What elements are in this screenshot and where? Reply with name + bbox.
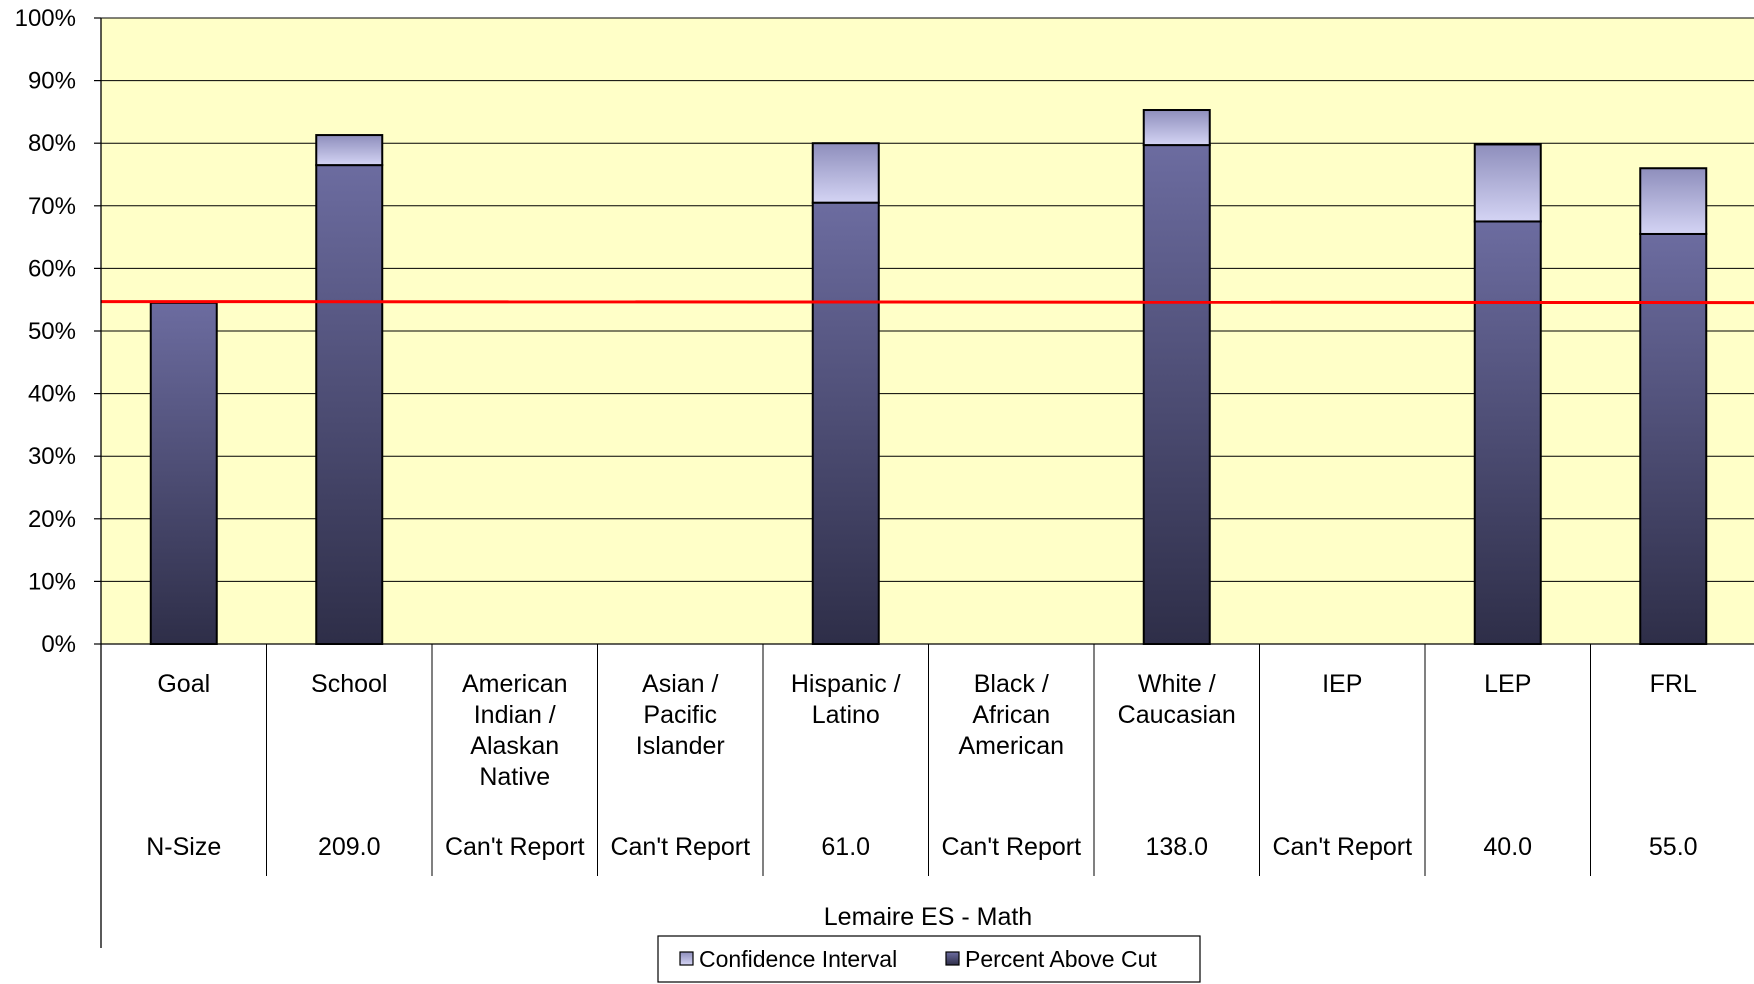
bar-percent-above-cut <box>315 164 384 646</box>
y-tick-label: 10% <box>28 568 76 595</box>
y-tick-labels: 0% 10% 20% 30% 40% 50% 60% 70% 80% 90% 100% <box>15 5 76 658</box>
x-category-label-line: Asian / <box>642 670 718 698</box>
bar-confidence-interval <box>315 134 384 167</box>
legend-label-percent-above-cut: Percent Above Cut <box>965 946 1157 972</box>
legend-swatch-percent-above-cut <box>945 951 960 966</box>
x-category-label-line: White / <box>1138 670 1216 698</box>
n-size-labels: N-Size 209.0 Can't Report Can't Report 61.0 C… <box>146 833 1697 861</box>
bar-confidence-interval <box>811 142 880 204</box>
x-category-label-line: Goal <box>157 670 210 698</box>
x-category-label-line: Black / <box>974 670 1049 698</box>
x-category-label-line: Alaskan <box>470 732 559 760</box>
y-tick-label: 60% <box>28 255 76 282</box>
goal-line-group <box>100 300 1754 305</box>
x-axis-title: Lemaire ES - Math <box>824 903 1032 931</box>
n-size-value: Can't Report <box>445 833 585 861</box>
x-category-label-line: Pacific <box>643 701 717 729</box>
x-category-labels: Goal School American Indian / Alaskan NativeA… <box>157 670 1697 791</box>
x-category-label: White / Caucasian <box>1118 670 1236 729</box>
x-category-label-line: African <box>972 701 1050 729</box>
n-size-value: Can't Report <box>941 833 1081 861</box>
y-tick-label: 20% <box>28 506 76 533</box>
bar-percent-above-cut <box>1142 144 1211 645</box>
x-category-label: Asian / Pacific Islander <box>636 670 725 760</box>
legend-box <box>657 935 1201 983</box>
n-size-value: Can't Report <box>1272 833 1412 861</box>
n-size-value: 55.0 <box>1649 833 1698 861</box>
legend: Confidence Interval Percent Above Cut <box>657 935 1201 983</box>
n-size-value: 40.0 <box>1483 833 1532 861</box>
y-tick-label: 90% <box>28 68 76 95</box>
x-category-label-line: Latino <box>812 701 880 729</box>
x-category-label-line: Indian / <box>474 701 556 729</box>
n-size-value: 209.0 <box>318 833 381 861</box>
axes <box>100 18 1754 948</box>
x-category-label: Hispanic / Latino <box>791 670 901 729</box>
x-category-label-line: Islander <box>636 732 725 760</box>
bar-confidence-interval <box>1142 109 1211 147</box>
bar-percent-above-cut <box>1473 220 1542 645</box>
x-category-label-line: Caucasian <box>1118 701 1236 729</box>
bar-percent-above-cut <box>1639 232 1708 645</box>
x-category-label: FRL <box>1650 670 1697 698</box>
x-category-label: School <box>311 670 387 698</box>
x-category-label: American Indian / Alaskan Native <box>462 670 568 791</box>
x-category-label: Goal <box>157 670 210 698</box>
bar-percent-above-cut <box>811 201 880 645</box>
x-category-label: LEP <box>1484 670 1531 698</box>
bar-confidence-interval <box>1639 167 1708 235</box>
x-category-label-line: FRL <box>1650 670 1697 698</box>
y-tick-label: 50% <box>28 318 76 345</box>
y-tick-label: 70% <box>28 193 76 220</box>
bars <box>149 109 1708 646</box>
legend-label-confidence-interval: Confidence Interval <box>699 946 897 972</box>
x-category-label-line: LEP <box>1484 670 1531 698</box>
x-category-label-line: School <box>311 670 387 698</box>
x-category-label-line: Native <box>479 763 550 791</box>
x-category-label-line: IEP <box>1322 670 1362 698</box>
x-category-label-line: Hispanic / <box>791 670 901 698</box>
y-tick-label: 0% <box>41 631 76 658</box>
x-category-label-line: American <box>462 670 568 698</box>
y-tick-label: 30% <box>28 443 76 470</box>
n-size-value: N-Size <box>146 833 221 861</box>
n-size-value: 61.0 <box>821 833 870 861</box>
y-tick-label: 40% <box>28 381 76 408</box>
x-category-label-line: American <box>958 732 1064 760</box>
n-size-value: 138.0 <box>1145 833 1208 861</box>
goal-line <box>100 300 1754 305</box>
y-tick-label: 100% <box>15 5 76 32</box>
x-category-label: IEP <box>1322 670 1362 698</box>
legend-swatch-confidence-interval <box>679 951 694 966</box>
y-tick-label: 80% <box>28 130 76 157</box>
n-size-value: Can't Report <box>610 833 750 861</box>
bar-percent-above-cut <box>149 301 218 645</box>
x-category-label: Black / African American <box>958 670 1064 760</box>
bar-confidence-interval <box>1473 143 1542 223</box>
